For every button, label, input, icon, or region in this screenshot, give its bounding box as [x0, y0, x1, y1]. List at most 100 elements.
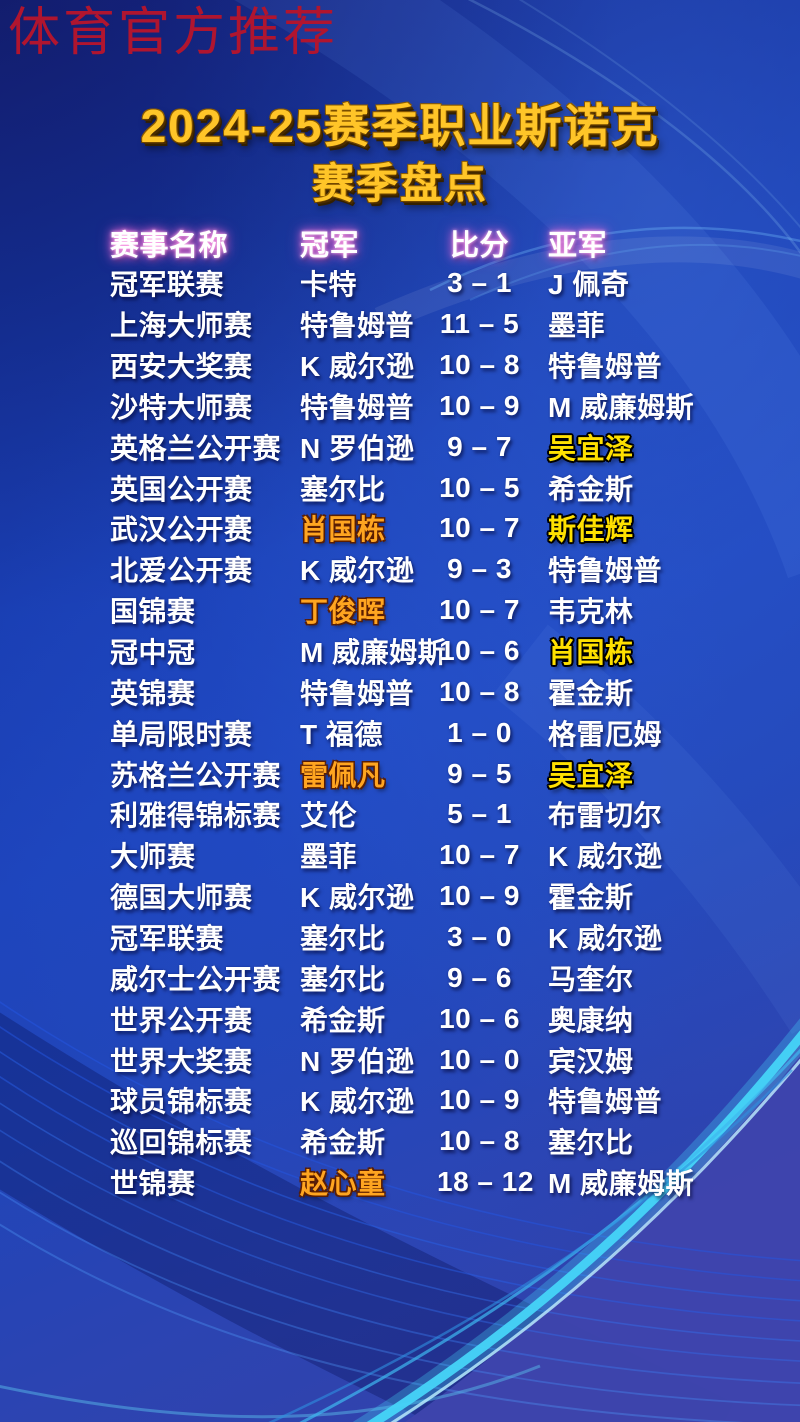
- champion-cell: 特鲁姆普: [300, 677, 415, 709]
- champion-cell: N 罗伯逊: [300, 1045, 415, 1077]
- champion-cell: 希金斯: [300, 1004, 386, 1036]
- event-cell: 英锦赛: [110, 677, 196, 709]
- score-cell: 10 – 7: [439, 839, 520, 871]
- event-cell: 西安大奖赛: [110, 351, 253, 382]
- runner-up-cell: M 威廉姆斯: [548, 1168, 695, 1200]
- event-cell: 利雅得锦标赛: [110, 800, 282, 832]
- table-row: 大师赛 墨菲 10 – 7 K 威尔逊: [0, 835, 800, 876]
- runner-up-cell: M 威廉姆斯: [548, 391, 695, 423]
- runner-up-cell: 特鲁姆普: [548, 555, 663, 587]
- champion-cell: T 福德: [300, 718, 383, 750]
- event-cell: 世界大奖赛: [110, 1045, 253, 1077]
- score-cell: 10 – 0: [439, 1043, 520, 1075]
- event-cell: 巡回锦标赛: [110, 1127, 253, 1159]
- event-cell: 武汉公开赛: [110, 514, 253, 546]
- champion-cell: M 威廉姆斯: [300, 637, 447, 669]
- score-cell: 5 – 1: [447, 798, 512, 830]
- score-cell: 9 – 6: [447, 961, 512, 993]
- runner-up-cell: K 威尔逊: [548, 841, 663, 873]
- score-cell: 10 – 8: [439, 675, 520, 707]
- table-row: 国锦赛 丁俊晖 10 – 7 韦克林: [0, 590, 800, 631]
- event-cell: 沙特大师赛: [110, 391, 253, 423]
- runner-up-cell: 肖国栋: [548, 637, 634, 669]
- champion-cell: K 威尔逊: [300, 1086, 415, 1118]
- score-cell: 3 – 0: [447, 921, 512, 953]
- table-row: 英格兰公开赛 N 罗伯逊 9 – 7 吴宜泽: [0, 426, 800, 467]
- event-cell: 苏格兰公开赛: [110, 759, 282, 791]
- champion-cell: 雷佩凡: [300, 759, 386, 791]
- event-cell: 大师赛: [110, 841, 196, 873]
- event-cell: 球员锦标赛: [110, 1086, 253, 1118]
- score-cell: 10 – 9: [439, 880, 520, 912]
- table-row: 巡回锦标赛 希金斯 10 – 8 塞尔比: [0, 1121, 800, 1162]
- runner-up-cell: 特鲁姆普: [548, 1086, 663, 1118]
- champion-cell: K 威尔逊: [300, 351, 415, 382]
- event-cell: 英格兰公开赛: [110, 432, 282, 464]
- table-row: 英锦赛 特鲁姆普 10 – 8 霍金斯: [0, 671, 800, 712]
- champion-cell: 特鲁姆普: [300, 391, 415, 423]
- score-cell: 10 – 5: [439, 471, 520, 503]
- runner-up-cell: 马奎尔: [548, 963, 634, 995]
- champion-cell: 丁俊晖: [300, 596, 386, 628]
- table-row: 世锦赛 赵心童 18 – 12 M 威廉姆斯: [0, 1162, 800, 1203]
- score-cell: 10 – 7: [439, 594, 520, 626]
- runner-up-cell: 墨菲: [548, 310, 606, 342]
- table-row: 冠中冠 M 威廉姆斯 10 – 6 肖国栋: [0, 631, 800, 672]
- runner-up-cell: 塞尔比: [548, 1127, 634, 1159]
- table-row: 北爱公开赛 K 威尔逊 9 – 3 特鲁姆普: [0, 549, 800, 590]
- table-row: 世界公开赛 希金斯 10 – 6 奥康纳: [0, 998, 800, 1039]
- runner-up-cell: 斯佳辉: [548, 514, 634, 546]
- table-row: 上海大师赛 特鲁姆普 11 – 5 墨菲: [0, 304, 800, 345]
- table-row: 英国公开赛 塞尔比 10 – 5 希金斯: [0, 467, 800, 508]
- score-cell: 10 – 9: [439, 389, 520, 421]
- score-cell: 9 – 7: [447, 430, 512, 462]
- score-cell: 3 – 1: [447, 267, 512, 299]
- score-cell: 9 – 3: [447, 553, 512, 585]
- runner-up-cell: 霍金斯: [548, 882, 634, 914]
- champion-cell: 肖国栋: [300, 514, 386, 546]
- champion-cell: 希金斯: [300, 1127, 386, 1159]
- table-row: 世界大奖赛 N 罗伯逊 10 – 0 宾汉姆: [0, 1039, 800, 1080]
- event-cell: 上海大师赛: [110, 310, 253, 342]
- champion-cell: 塞尔比: [300, 923, 386, 955]
- runner-up-cell: 布雷切尔: [548, 800, 663, 832]
- header-event: 赛事名称: [110, 230, 229, 262]
- score-cell: 11 – 5: [439, 308, 520, 340]
- champion-cell: 特鲁姆普: [300, 310, 415, 342]
- table-row: 苏格兰公开赛 雷佩凡 9 – 5 吴宜泽: [0, 753, 800, 794]
- event-cell: 北爱公开赛: [110, 555, 253, 587]
- runner-up-cell: J 佩奇: [548, 269, 630, 301]
- runner-up-cell: 特鲁姆普: [548, 351, 663, 382]
- event-cell: 单局限时赛: [110, 718, 253, 750]
- header-champion: 冠军: [300, 230, 360, 262]
- runner-up-cell: 韦克林: [548, 596, 634, 628]
- score-cell: 18 – 12: [437, 1166, 534, 1198]
- table-row: 单局限时赛 T 福德 1 – 0 格雷厄姆: [0, 712, 800, 753]
- table-header-row: 赛事名称 冠军 比分 亚军: [0, 222, 800, 263]
- runner-up-cell: 奥康纳: [548, 1004, 634, 1036]
- header-runner-up: 亚军: [548, 230, 608, 262]
- event-cell: 国锦赛: [110, 596, 196, 628]
- champion-cell: N 罗伯逊: [300, 432, 415, 464]
- champion-cell: 塞尔比: [300, 473, 386, 505]
- table-row: 德国大师赛 K 威尔逊 10 – 9 霍金斯: [0, 876, 800, 917]
- table-row: 沙特大师赛 特鲁姆普 10 – 9 M 威廉姆斯: [0, 385, 800, 426]
- event-cell: 冠中冠: [110, 637, 196, 669]
- runner-up-cell: 格雷厄姆: [548, 718, 663, 750]
- runner-up-cell: 希金斯: [548, 473, 634, 505]
- event-cell: 威尔士公开赛: [110, 963, 282, 995]
- score-cell: 10 – 9: [439, 1084, 520, 1116]
- event-cell: 冠军联赛: [110, 269, 225, 301]
- score-cell: 10 – 7: [439, 512, 520, 544]
- runner-up-cell: 霍金斯: [548, 677, 634, 709]
- table-row: 武汉公开赛 肖国栋 10 – 7 斯佳辉: [0, 508, 800, 549]
- score-cell: 1 – 0: [447, 716, 512, 748]
- runner-up-cell: 宾汉姆: [548, 1045, 634, 1077]
- champion-cell: 艾伦: [300, 800, 358, 832]
- table-row: 冠军联赛 卡特 3 – 1 J 佩奇: [0, 263, 800, 304]
- watermark: 体育官方推荐: [8, 5, 339, 62]
- event-cell: 德国大师赛: [110, 882, 253, 914]
